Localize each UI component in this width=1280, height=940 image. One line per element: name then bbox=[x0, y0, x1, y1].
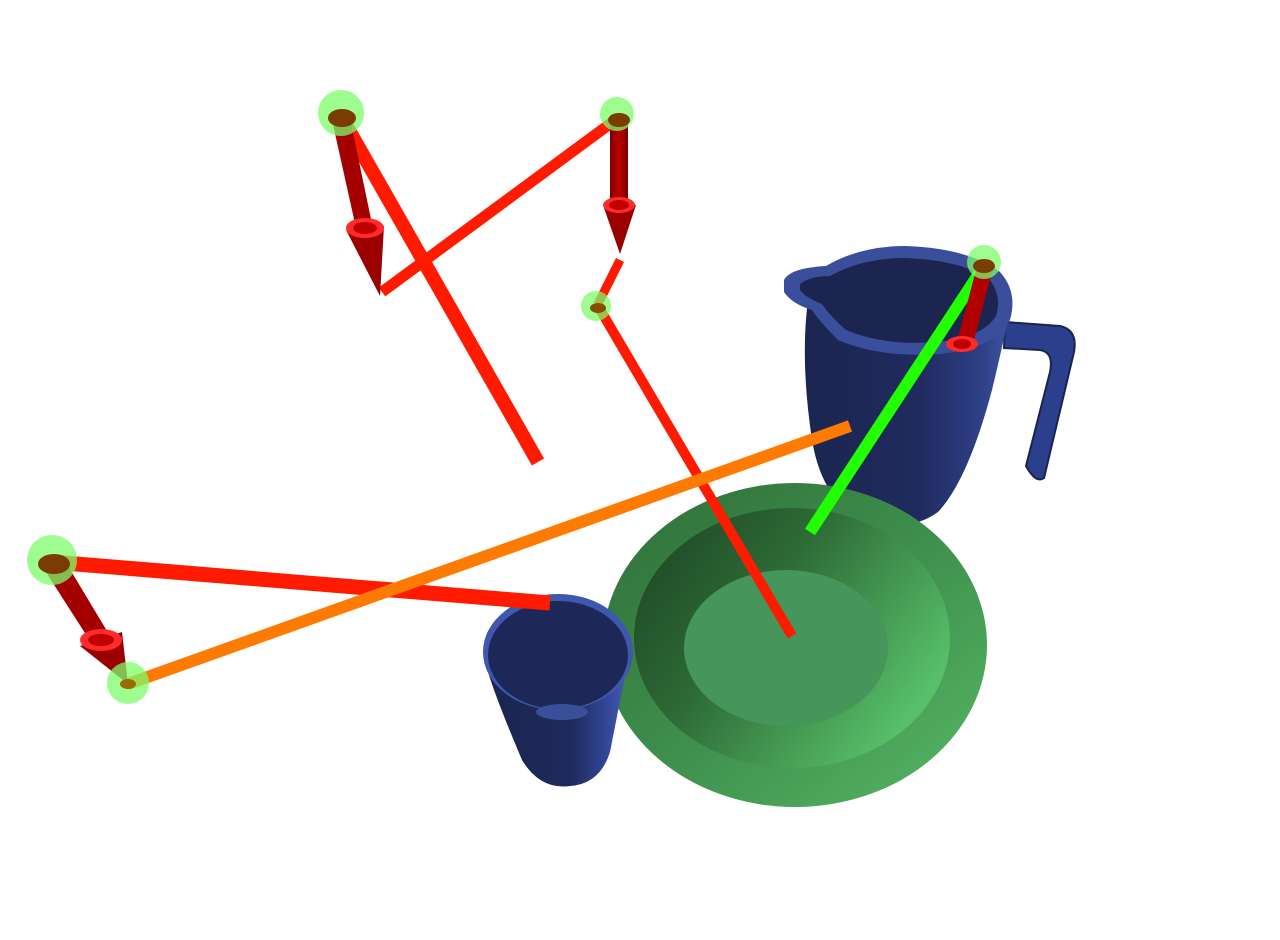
cup-bottom bbox=[536, 704, 588, 720]
path-segment bbox=[335, 114, 545, 466]
path-segment bbox=[51, 554, 551, 611]
cup-interior bbox=[488, 601, 628, 709]
direction-arrows bbox=[42, 118, 992, 684]
path-segment-orange bbox=[125, 420, 853, 690]
arrow-2 bbox=[603, 120, 636, 254]
trajectory-lines bbox=[51, 113, 990, 690]
waypoints bbox=[27, 90, 1001, 704]
pitcher-handle bbox=[1002, 320, 1076, 481]
waypoint-6 bbox=[967, 245, 1001, 279]
pitcher bbox=[784, 246, 1076, 526]
waypoint-5 bbox=[107, 662, 149, 704]
waypoint-1 bbox=[318, 90, 364, 136]
arrow-4 bbox=[946, 270, 992, 352]
path-segment bbox=[593, 303, 797, 639]
bowl bbox=[603, 483, 987, 807]
path-segment bbox=[378, 113, 622, 297]
waypoint-4 bbox=[27, 535, 77, 585]
arrow-1 bbox=[332, 118, 384, 296]
bowl-floor bbox=[684, 570, 888, 726]
waypoint-3 bbox=[581, 291, 611, 321]
waypoint-2 bbox=[600, 97, 634, 131]
cup bbox=[483, 594, 633, 787]
path-segment-green bbox=[804, 262, 990, 536]
